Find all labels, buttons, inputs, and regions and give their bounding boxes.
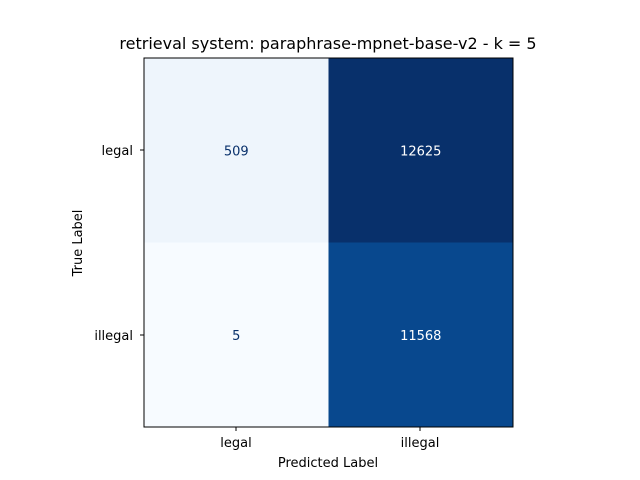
y-tick-label-illegal: illegal (94, 329, 133, 344)
chart-title: retrieval system: paraphrase-mpnet-base-… (119, 34, 536, 53)
y-axis-label: True Label (71, 210, 86, 278)
plot-frame (143, 57, 514, 428)
x-tick-label-legal: legal (220, 436, 251, 451)
cell-illegal-illegal (328, 242, 514, 428)
heatmap-cells: 509 12625 5 11568 (144, 58, 514, 428)
y-tick-label-legal: legal (102, 144, 133, 159)
x-tick-label-illegal: illegal (401, 436, 440, 451)
x-axis-ticks: legal illegal (220, 427, 439, 451)
cell-value-illegal-legal: 5 (232, 329, 240, 344)
x-axis-label: Predicted Label (278, 456, 378, 471)
cell-value-illegal-illegal: 11568 (400, 329, 441, 344)
cell-legal-legal (144, 58, 329, 243)
cell-value-legal-legal: 509 (224, 144, 249, 159)
cell-value-legal-illegal: 12625 (400, 144, 441, 159)
y-axis-ticks: legal illegal (94, 144, 144, 344)
cell-illegal-legal (144, 242, 329, 428)
cell-legal-illegal (328, 58, 514, 243)
